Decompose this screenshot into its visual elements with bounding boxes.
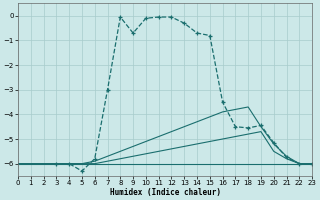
X-axis label: Humidex (Indice chaleur): Humidex (Indice chaleur) [109,188,220,197]
